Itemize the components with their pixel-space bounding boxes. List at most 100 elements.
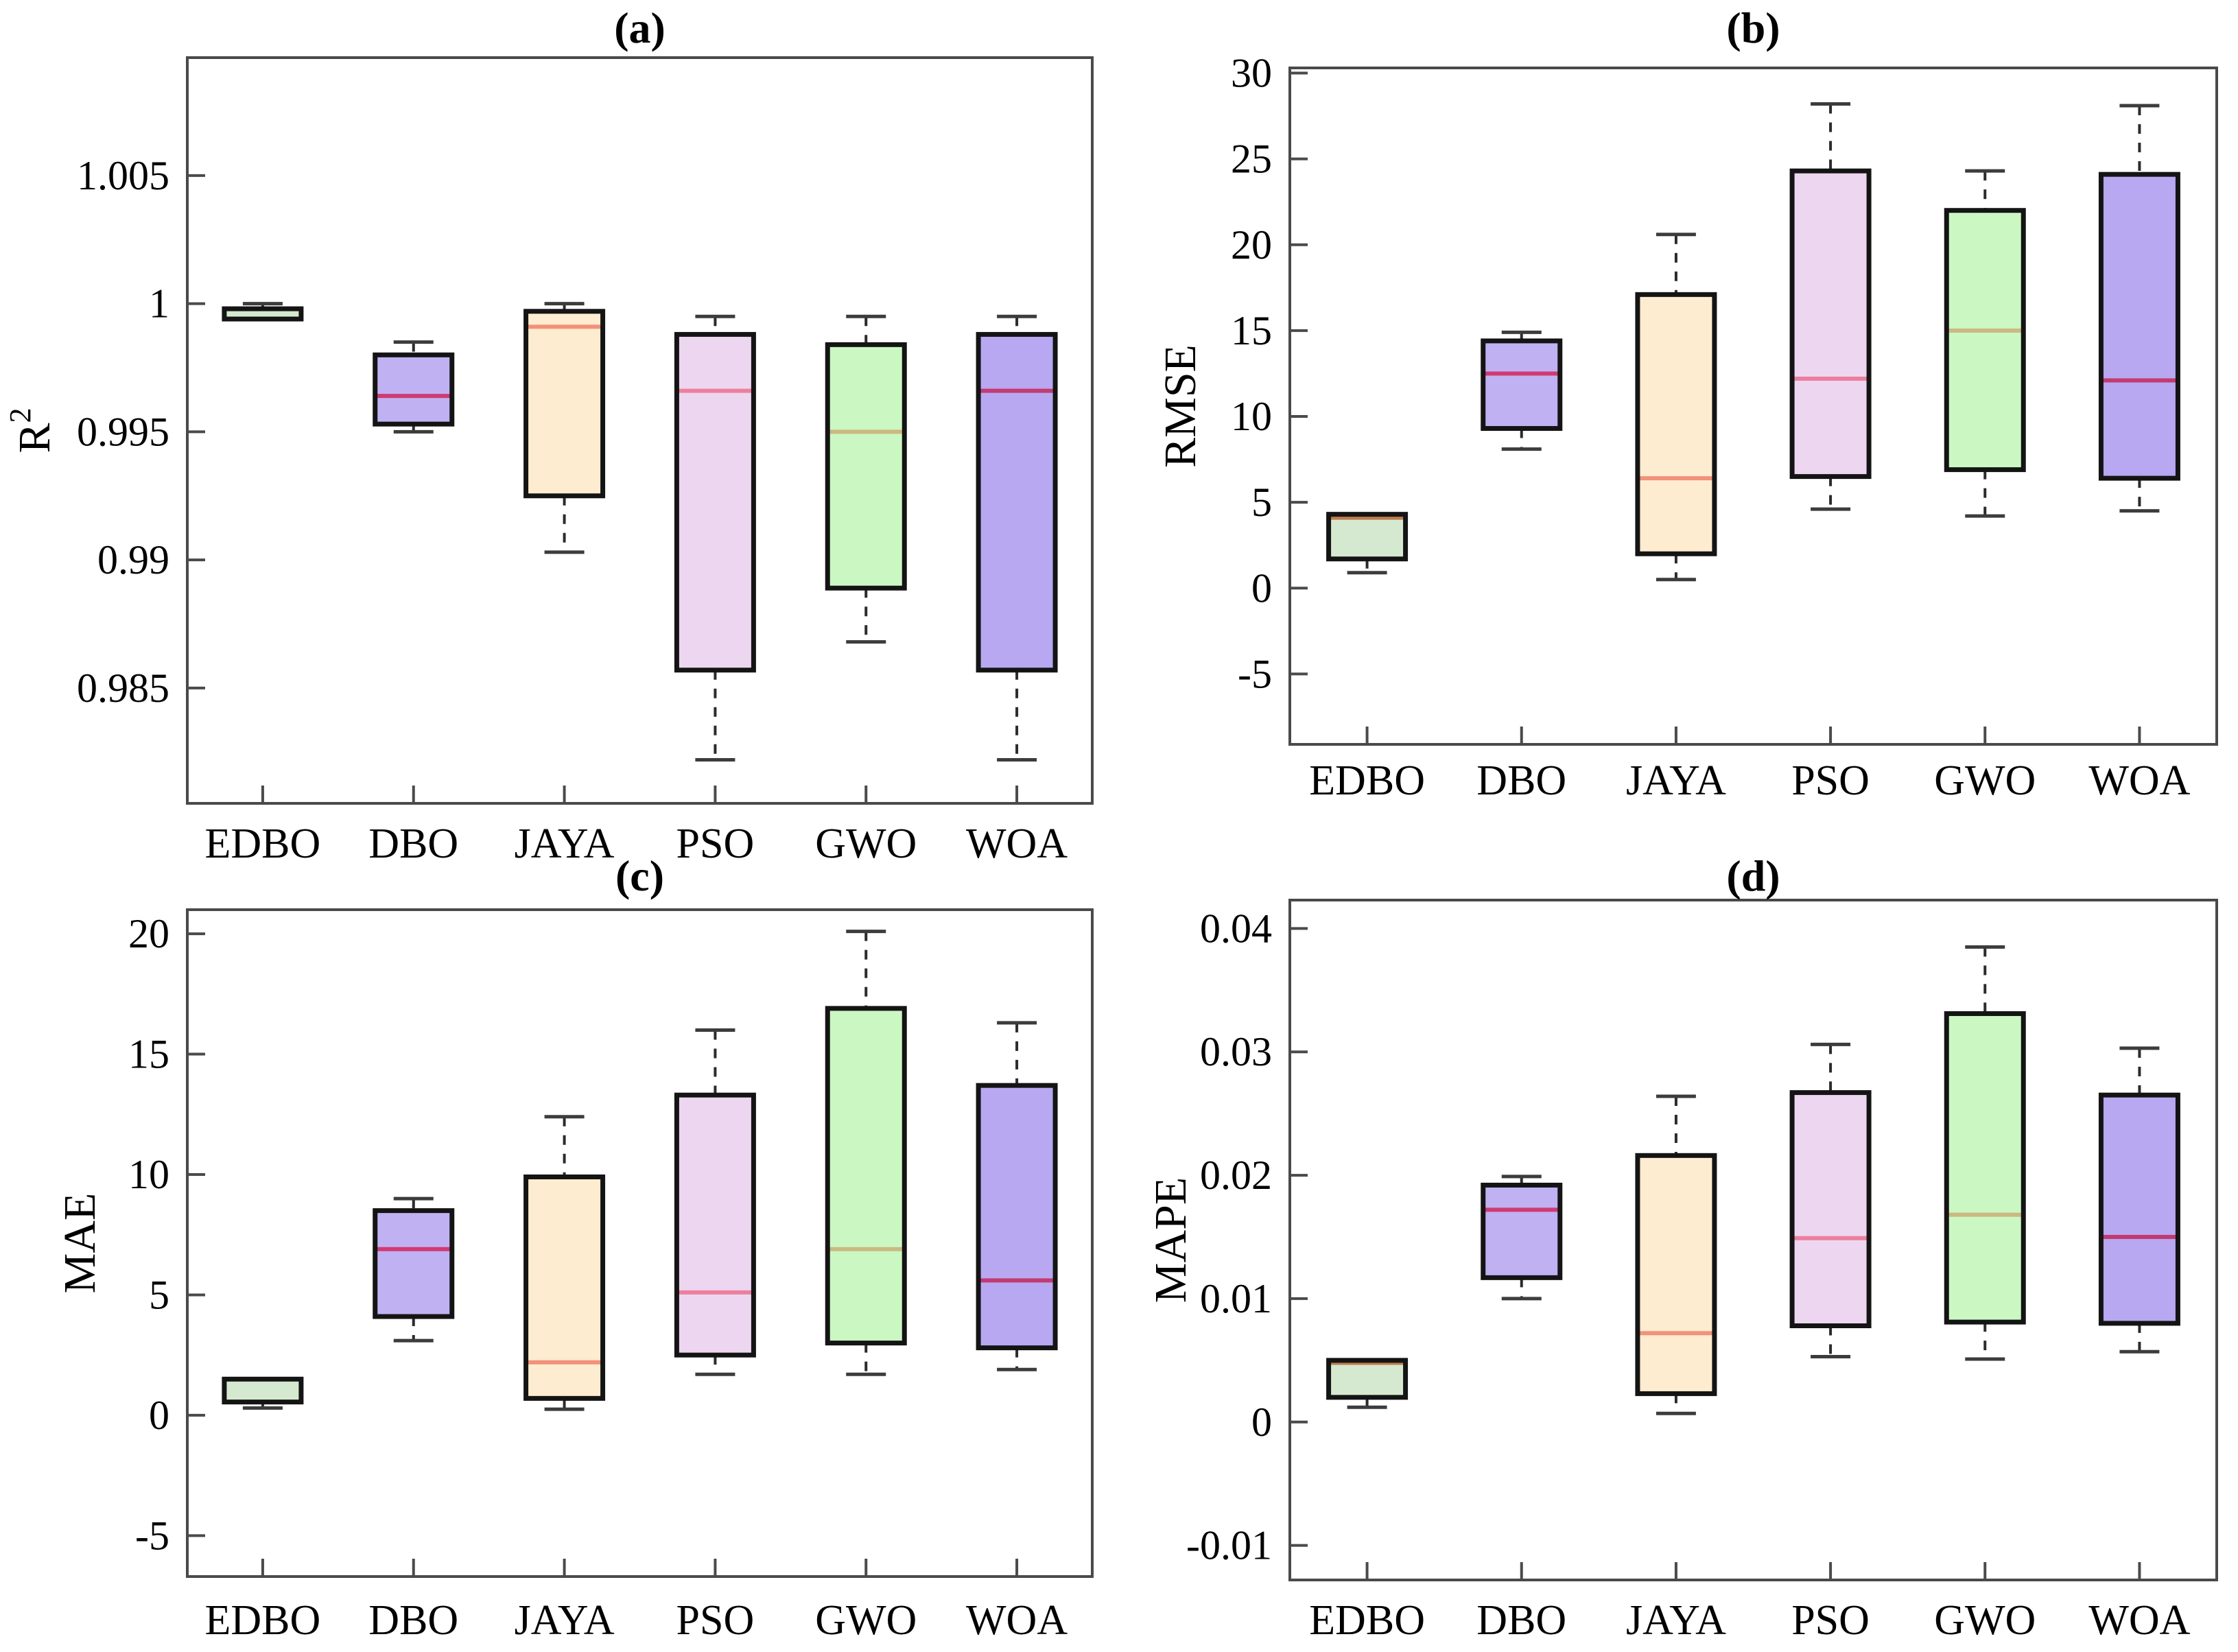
x-category-label-PSO: PSO [676, 1597, 755, 1644]
box-a-EDBO [222, 302, 304, 322]
y-tick-label: 0.02 [1200, 1153, 1272, 1198]
y-tick-label: 0 [149, 1393, 169, 1438]
x-category-label-GWO: GWO [815, 1597, 917, 1644]
plot-border [186, 908, 1094, 1578]
y-tick-label: 20 [128, 911, 169, 956]
iqr-box-fill [676, 334, 754, 670]
iqr-box-edge [825, 342, 907, 591]
panel-b: (b) 30 25 20 15 10 5 0 -5 EDBO DBO JAYA PSO GWO WOA RMS… [1155, 3, 2218, 804]
iqr-box-edge [674, 331, 756, 673]
x-category-label-JAYA: JAYA [1626, 757, 1726, 804]
iqr-box-edge [976, 331, 1058, 673]
box-b-DBO [1481, 330, 1563, 451]
iqr-box-fill [224, 309, 301, 320]
x-category-label-GWO: GWO [1934, 1597, 2036, 1644]
y-tick-label: 0 [1251, 1400, 1272, 1445]
box-d-GWO [1944, 945, 2026, 1361]
x-category-label-GWO: GWO [815, 821, 917, 867]
y-tick-label: 15 [1231, 308, 1272, 353]
box-c-PSO [674, 1028, 756, 1376]
y-tick-label: 0.995 [77, 409, 169, 454]
box-a-WOA [976, 314, 1058, 762]
iqr-box-fill [1483, 1185, 1560, 1278]
box-d-PSO [1789, 1042, 1872, 1358]
box-b-GWO [1944, 169, 2026, 518]
x-category-label-PSO: PSO [1791, 757, 1870, 804]
x-category-label-JAYA: JAYA [1626, 1597, 1726, 1644]
box-c-WOA [976, 1021, 1058, 1371]
iqr-box-fill [375, 1210, 452, 1317]
plot-border [1288, 899, 2218, 1581]
iqr-box-edge [1944, 1011, 2026, 1325]
x-category-label-EDBO: EDBO [205, 1597, 321, 1644]
x-category-label-WOA: WOA [2088, 757, 2190, 804]
iqr-box-edge [674, 1092, 756, 1358]
x-category-label-DBO: DBO [368, 1597, 458, 1644]
iqr-box-edge [2098, 1092, 2180, 1326]
y-tick-label: 10 [1231, 394, 1272, 439]
y-axis-label-MAE: MAE [55, 1193, 105, 1294]
x-category-label-EDBO: EDBO [1309, 1597, 1425, 1644]
box-a-JAYA [523, 302, 606, 554]
iqr-box-fill [827, 1008, 905, 1343]
iqr-box-fill [1637, 1155, 1715, 1394]
iqr-box-fill [1946, 210, 2024, 470]
iqr-box-edge [523, 1175, 606, 1401]
x-category-label-PSO: PSO [1791, 1597, 1870, 1644]
x-category-label-PSO: PSO [676, 821, 755, 867]
y-tick-label: 0.01 [1200, 1276, 1272, 1321]
x-category-label-DBO: DBO [1476, 757, 1566, 804]
iqr-box-fill [1483, 340, 1560, 429]
y-tick-label: 20 [1231, 222, 1272, 268]
box-b-JAYA [1635, 233, 1717, 582]
y-axis-label-R2: R2 [3, 408, 60, 453]
x-category-label-DBO: DBO [1476, 1597, 1566, 1644]
panel-b-title: (b) [1726, 3, 1780, 52]
iqr-box-edge [976, 1083, 1058, 1351]
iqr-box-edge [1326, 1358, 1409, 1400]
iqr-box-fill [978, 334, 1056, 670]
iqr-box-fill [1637, 294, 1715, 554]
iqr-box-fill [1328, 514, 1406, 559]
x-category-label-JAYA: JAYA [515, 821, 615, 867]
panel-a-title: (a) [614, 3, 665, 52]
iqr-box-fill [224, 1379, 301, 1402]
iqr-box-fill [2101, 1095, 2178, 1323]
panel-c: (c) 20 15 10 5 0 -5 EDBO DBO JAYA PSO GWO WOA MAE [55, 851, 1094, 1644]
box-d-DBO [1481, 1175, 1563, 1301]
y-tick-label: 0.985 [77, 665, 169, 711]
y-tick-label: 1.005 [77, 153, 169, 198]
y-tick-label: 1 [149, 281, 169, 327]
box-b-WOA [2098, 104, 2180, 513]
iqr-box-fill [2101, 174, 2178, 479]
iqr-box-edge [373, 1208, 455, 1319]
y-tick-label: 0 [1251, 565, 1272, 611]
y-tick-label: -5 [135, 1513, 169, 1558]
x-category-label-GWO: GWO [1934, 757, 2036, 804]
y-tick-label: 25 [1231, 137, 1272, 182]
iqr-box-edge [1635, 292, 1717, 556]
iqr-box-edge [2098, 172, 2180, 481]
iqr-box-edge [825, 1006, 907, 1346]
x-category-label-EDBO: EDBO [205, 821, 321, 867]
panel-a: (a) 1.005 1 0.995 0.99 0.985 EDBO DBO JAYA PSO GWO… [3, 3, 1094, 867]
y-tick-label: 5 [149, 1272, 169, 1317]
box-a-PSO [674, 314, 756, 762]
y-tick-label: -0.01 [1186, 1523, 1272, 1568]
iqr-box-edge [1326, 512, 1409, 562]
x-category-label-WOA: WOA [966, 821, 1068, 867]
box-d-WOA [2098, 1046, 2180, 1354]
iqr-box-fill [526, 311, 603, 496]
iqr-box-edge [222, 306, 304, 322]
y-tick-label: 0.04 [1200, 906, 1272, 951]
iqr-box-edge [1944, 208, 2026, 473]
box-c-JAYA [523, 1115, 606, 1411]
box-c-DBO [373, 1196, 455, 1343]
iqr-box-fill [1328, 1360, 1406, 1397]
iqr-box-edge [1481, 1182, 1563, 1280]
x-category-label-JAYA: JAYA [515, 1597, 615, 1644]
x-category-label-EDBO: EDBO [1309, 757, 1425, 804]
box-d-JAYA [1635, 1094, 1717, 1415]
